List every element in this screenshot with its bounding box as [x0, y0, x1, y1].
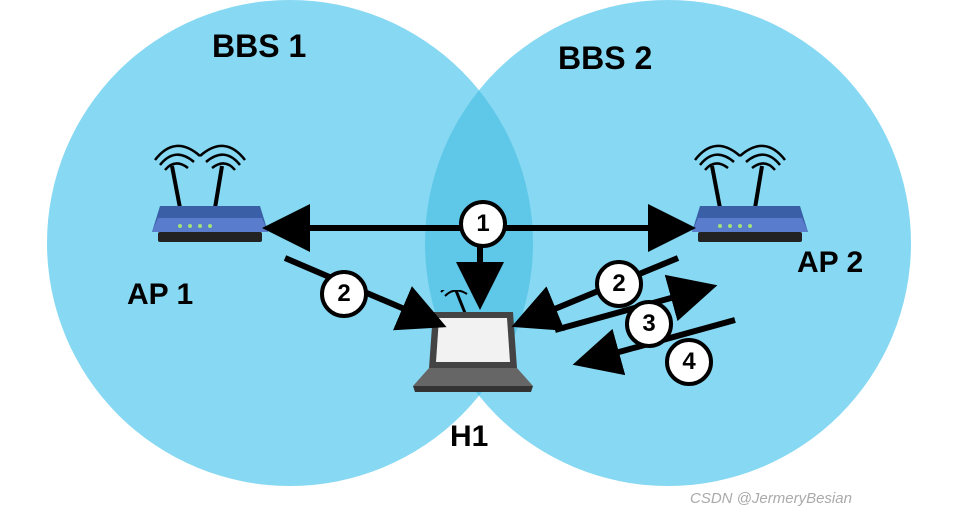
arrows-layer — [0, 0, 958, 518]
step-badge-2-right: 2 — [595, 260, 643, 308]
step-number: 2 — [612, 270, 625, 298]
step-badge-4: 4 — [665, 338, 713, 386]
step-number: 1 — [476, 210, 489, 238]
diagram-stage: 1 2 2 3 4 BBS 1 BBS 2 AP 1 AP 2 H1 CSDN … — [0, 0, 958, 518]
step-badge-2-left: 2 — [320, 270, 368, 318]
step-badge-3: 3 — [625, 300, 673, 348]
step-number: 4 — [682, 348, 695, 376]
step-number: 3 — [642, 310, 655, 338]
step-number: 2 — [337, 280, 350, 308]
step-badge-1: 1 — [459, 200, 507, 248]
